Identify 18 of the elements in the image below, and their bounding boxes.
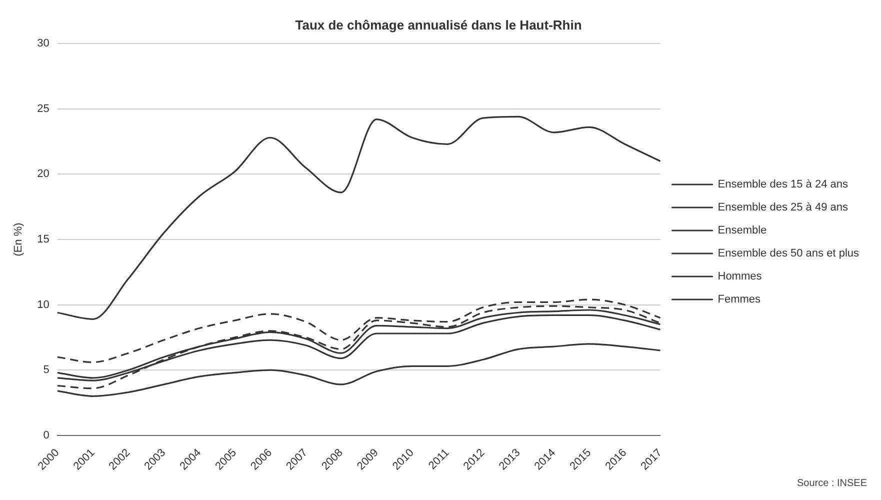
legend-label: Ensemble des 50 ans et plus [718,248,860,260]
legend-label: Ensemble des 15 à 24 ans [718,178,848,191]
legend-label: Femmes [718,294,762,306]
y-tick-label: 0 [43,429,50,442]
y-tick-label: 30 [37,38,50,50]
legend-label: Hommes [718,270,762,283]
line-series [56,116,662,320]
legend-label: Ensemble des 25 à 49 ans [718,202,848,214]
y-tick-label: 15 [37,234,50,246]
y-tick-label: 25 [37,102,50,115]
y-tick-label: 10 [37,298,50,311]
y-tick-label: 20 [37,168,50,180]
source-note: Source : INSEE [796,478,868,489]
y-tick-label: 5 [43,364,50,376]
legend-label: Ensemble [718,224,767,237]
chart-title: Taux de chômage annualisé dans le Haut-Rhin [295,17,582,32]
line-series [56,343,662,397]
y-axis-title: (En %) [12,222,25,256]
